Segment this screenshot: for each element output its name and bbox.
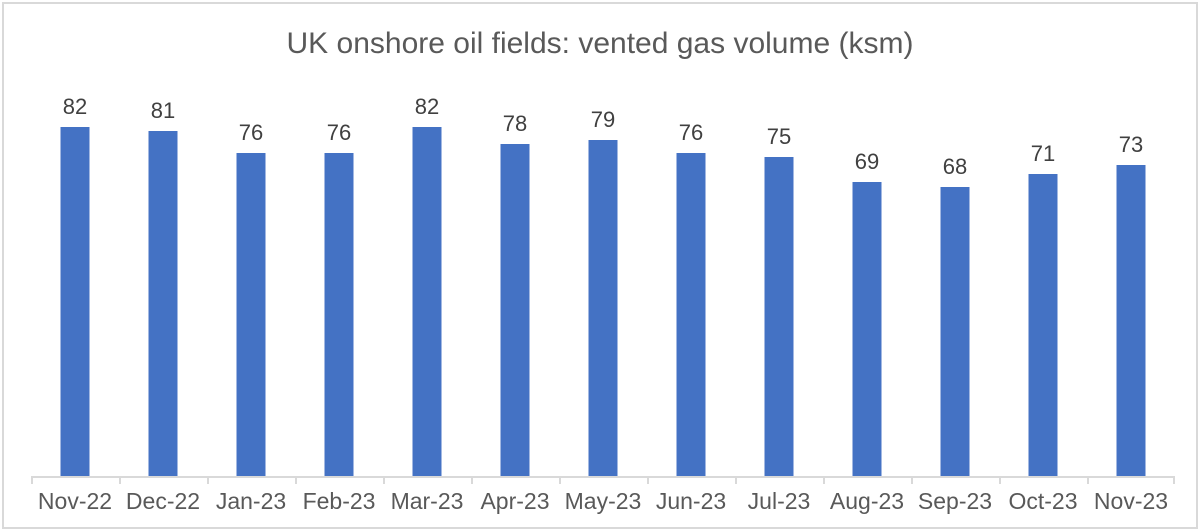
- bar: [500, 144, 530, 476]
- bar-group: 76: [207, 93, 295, 476]
- bar-value-label: 82: [414, 94, 440, 119]
- bar-group: 82: [31, 93, 119, 476]
- bar-value-label: 71: [1030, 141, 1056, 166]
- x-axis-label: Nov-22: [37, 488, 113, 514]
- bar-group: 68: [911, 93, 999, 476]
- bar-group: 71: [999, 93, 1087, 476]
- bars-container: 82 81 76 76 82 78 79 76 75 69 68 71 73: [31, 93, 1175, 476]
- bar-value-label: 79: [590, 107, 616, 132]
- bar-value-label: 76: [678, 120, 704, 145]
- bar-group: 81: [119, 93, 207, 476]
- x-axis-label: Dec-22: [125, 488, 201, 514]
- bar: [940, 187, 970, 476]
- x-axis-label: Oct-23: [1008, 488, 1078, 514]
- bar-group: 69: [823, 93, 911, 476]
- bar: [1116, 165, 1146, 476]
- x-axis-label: Mar-23: [390, 488, 464, 514]
- x-axis-label: May-23: [564, 488, 642, 514]
- bar-group: 82: [383, 93, 471, 476]
- bar-value-label: 73: [1118, 132, 1144, 157]
- bar: [852, 182, 882, 476]
- bar-value-label: 68: [942, 154, 968, 179]
- bar-value-label: 69: [854, 149, 880, 174]
- bar: [412, 127, 442, 476]
- x-axis-label: Sep-23: [917, 488, 993, 514]
- x-axis-label: Jul-23: [747, 488, 811, 514]
- plot-area: 82 81 76 76 82 78 79 76 75 69 68 71 73: [31, 93, 1175, 484]
- bar: [676, 153, 706, 476]
- chart-title: UK onshore oil fields: vented gas volume…: [286, 27, 914, 60]
- bar: [236, 153, 266, 476]
- bar: [148, 131, 178, 476]
- bar-value-label: 82: [62, 94, 88, 119]
- bar: [60, 127, 90, 476]
- x-axis-label: Apr-23: [480, 488, 550, 514]
- bar-group: 79: [559, 93, 647, 476]
- bar-value-label: 81: [150, 98, 176, 123]
- bar-value-label: 76: [326, 120, 352, 145]
- bar-value-label: 78: [502, 111, 528, 136]
- x-axis-line: [31, 476, 1175, 478]
- bar-group: 78: [471, 93, 559, 476]
- bar-value-label: 76: [238, 120, 264, 145]
- bar-value-label: 75: [766, 124, 792, 149]
- bar: [1028, 174, 1058, 476]
- x-axis-label: Nov-23: [1093, 488, 1169, 514]
- x-axis-label: Feb-23: [302, 488, 376, 514]
- x-axis-label: Jan-23: [215, 488, 287, 514]
- bar: [588, 140, 618, 476]
- bar-group: 76: [295, 93, 383, 476]
- bar: [324, 153, 354, 476]
- bar-group: 75: [735, 93, 823, 476]
- bar-group: 73: [1087, 93, 1175, 476]
- x-axis-label: Aug-23: [829, 488, 905, 514]
- x-axis-labels: Nov-22 Dec-22 Jan-23 Feb-23 Mar-23 Apr-23 May-…: [31, 488, 1175, 514]
- x-axis-label: Jun-23: [655, 488, 727, 514]
- bar: [764, 157, 794, 476]
- bar-group: 76: [647, 93, 735, 476]
